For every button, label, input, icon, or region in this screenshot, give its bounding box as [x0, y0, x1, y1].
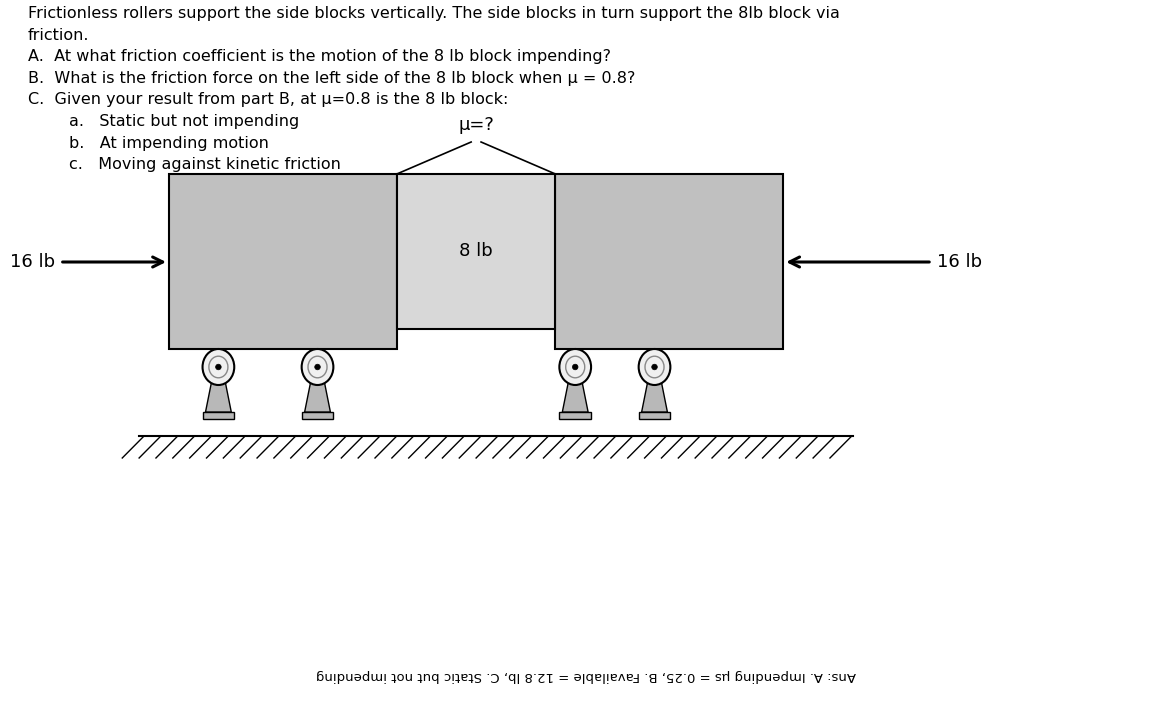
Polygon shape — [562, 370, 588, 412]
Bar — [168, 174, 396, 349]
Circle shape — [573, 364, 578, 370]
Ellipse shape — [645, 356, 664, 378]
Polygon shape — [206, 370, 231, 412]
Text: Frictionless rollers support the side blocks vertically. The side blocks in turn: Frictionless rollers support the side bl… — [28, 6, 840, 172]
Ellipse shape — [639, 349, 670, 385]
Circle shape — [652, 364, 658, 370]
Ellipse shape — [302, 349, 333, 385]
Ellipse shape — [209, 356, 228, 378]
Bar — [559, 412, 591, 419]
Text: 16 lb: 16 lb — [9, 253, 55, 271]
Bar — [555, 174, 783, 349]
Ellipse shape — [559, 349, 591, 385]
Bar — [302, 412, 333, 419]
Circle shape — [315, 364, 321, 370]
Text: Ans: A. Impending μs = 0.25, B. Favailable = 12.8 lb, C. Static but not impendin: Ans: A. Impending μs = 0.25, B. Favailab… — [316, 669, 856, 682]
Circle shape — [216, 364, 221, 370]
Ellipse shape — [202, 349, 235, 385]
Bar — [202, 412, 235, 419]
Polygon shape — [641, 370, 667, 412]
Bar — [639, 412, 670, 419]
Text: μ=?: μ=? — [458, 116, 494, 134]
Ellipse shape — [308, 356, 327, 378]
Text: 8 lb: 8 lb — [459, 242, 493, 260]
Text: 16 lb: 16 lb — [937, 253, 982, 271]
Ellipse shape — [566, 356, 584, 378]
Bar — [396, 174, 555, 329]
Polygon shape — [304, 370, 330, 412]
